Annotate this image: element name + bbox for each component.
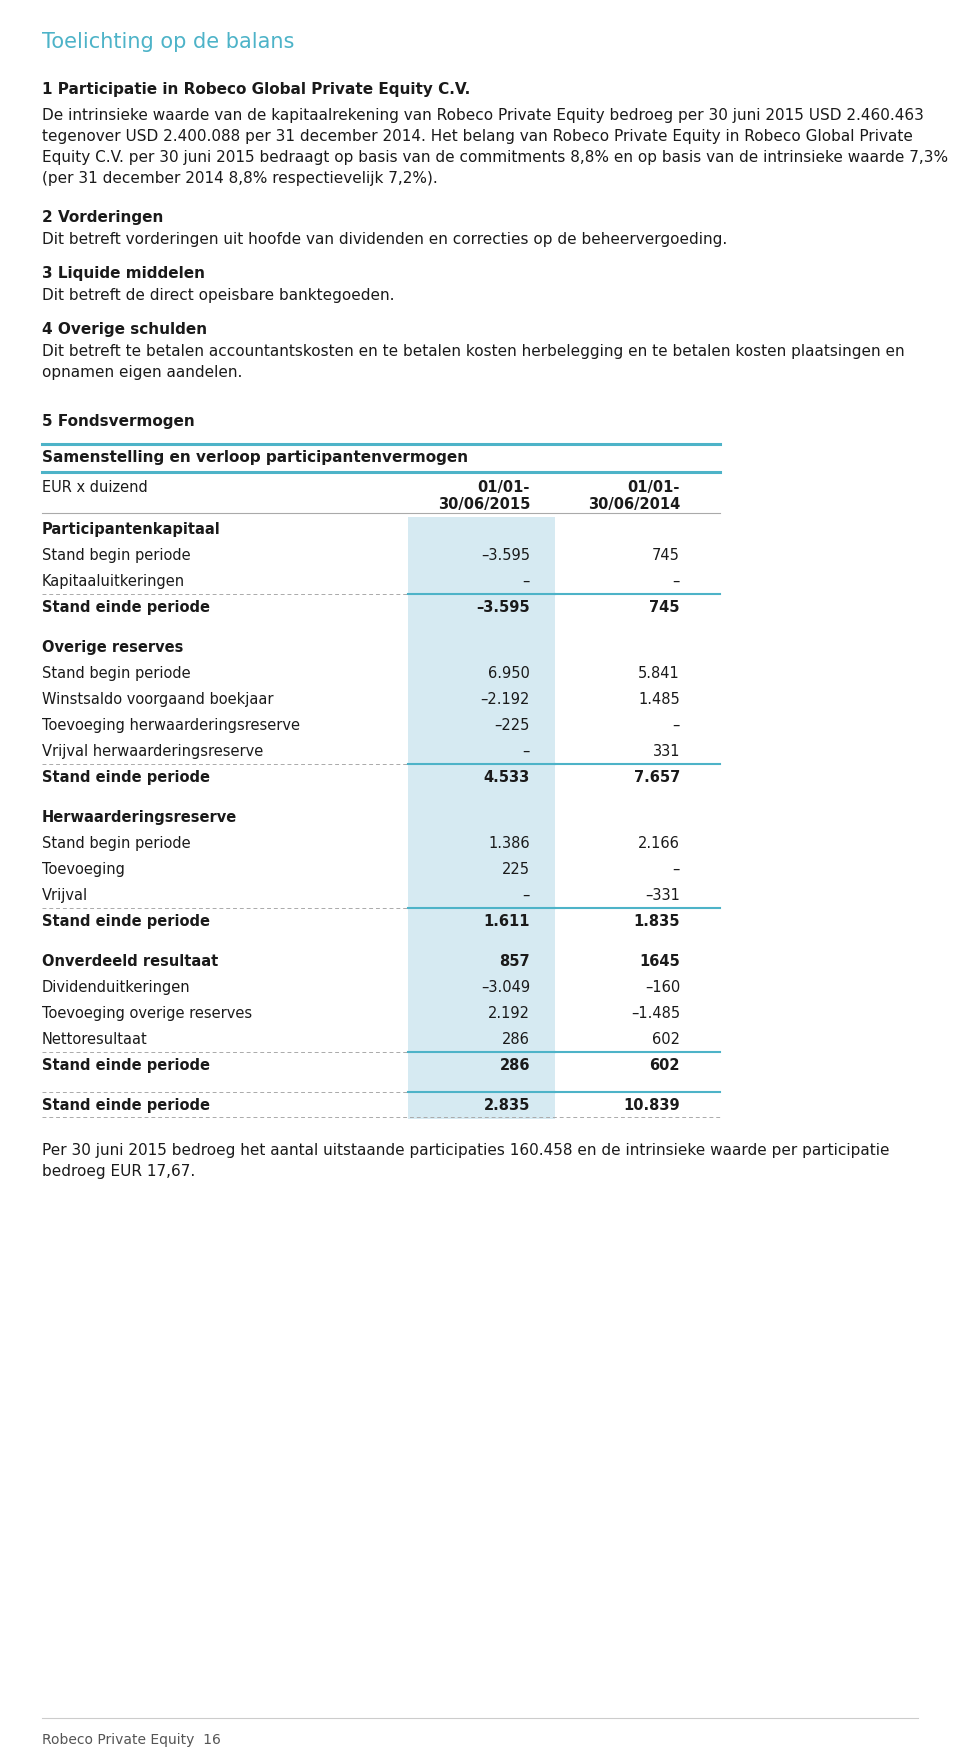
Text: 1645: 1645 — [639, 954, 680, 970]
Text: 286: 286 — [502, 1031, 530, 1047]
Text: EUR x duizend: EUR x duizend — [42, 480, 148, 495]
Text: opnamen eigen aandelen.: opnamen eigen aandelen. — [42, 364, 242, 380]
Text: 602: 602 — [652, 1031, 680, 1047]
Text: 2.192: 2.192 — [488, 1007, 530, 1021]
Text: Stand begin periode: Stand begin periode — [42, 836, 191, 852]
Text: 1.485: 1.485 — [638, 692, 680, 708]
Text: –331: –331 — [645, 889, 680, 903]
Text: 745: 745 — [650, 600, 680, 614]
Text: Vrijval: Vrijval — [42, 889, 88, 903]
Bar — [408, 517, 555, 1119]
Text: –3.049: –3.049 — [481, 980, 530, 994]
Text: 3 Liquide middelen: 3 Liquide middelen — [42, 266, 205, 282]
Text: –1.485: –1.485 — [631, 1007, 680, 1021]
Text: 4 Overige schulden: 4 Overige schulden — [42, 322, 207, 336]
Text: Winstsaldo voorgaand boekjaar: Winstsaldo voorgaand boekjaar — [42, 692, 274, 708]
Text: 857: 857 — [499, 954, 530, 970]
Text: Equity C.V. per 30 juni 2015 bedraagt op basis van de commitments 8,8% en op bas: Equity C.V. per 30 juni 2015 bedraagt op… — [42, 150, 948, 165]
Text: 2 Vorderingen: 2 Vorderingen — [42, 209, 163, 225]
Text: Dit betreft vorderingen uit hoofde van dividenden en correcties op de beheerverg: Dit betreft vorderingen uit hoofde van d… — [42, 232, 728, 246]
Text: –3.595: –3.595 — [481, 547, 530, 563]
Text: Herwaarderingsreserve: Herwaarderingsreserve — [42, 810, 237, 825]
Text: –: – — [522, 744, 530, 759]
Text: 286: 286 — [499, 1058, 530, 1074]
Text: Stand begin periode: Stand begin periode — [42, 547, 191, 563]
Text: 331: 331 — [653, 744, 680, 759]
Text: Vrijval herwaarderingsreserve: Vrijval herwaarderingsreserve — [42, 744, 263, 759]
Text: 6.950: 6.950 — [488, 665, 530, 681]
Text: 4.533: 4.533 — [484, 771, 530, 785]
Text: –225: –225 — [494, 718, 530, 732]
Text: Dit betreft de direct opeisbare banktegoeden.: Dit betreft de direct opeisbare banktego… — [42, 289, 395, 303]
Text: 1.835: 1.835 — [634, 913, 680, 929]
Text: tegenover USD 2.400.088 per 31 december 2014. Het belang van Robeco Private Equi: tegenover USD 2.400.088 per 31 december … — [42, 128, 913, 144]
Text: 2.835: 2.835 — [484, 1098, 530, 1112]
Text: 01/01-: 01/01- — [478, 480, 530, 495]
Text: 745: 745 — [652, 547, 680, 563]
Text: Overige reserves: Overige reserves — [42, 641, 183, 655]
Text: –: – — [673, 862, 680, 876]
Text: De intrinsieke waarde van de kapitaalrekening van Robeco Private Equity bedroeg : De intrinsieke waarde van de kapitaalrek… — [42, 107, 924, 123]
Text: Nettoresultaat: Nettoresultaat — [42, 1031, 148, 1047]
Text: Stand einde periode: Stand einde periode — [42, 913, 210, 929]
Text: Dit betreft te betalen accountantskosten en te betalen kosten herbelegging en te: Dit betreft te betalen accountantskosten… — [42, 343, 904, 359]
Text: –: – — [673, 718, 680, 732]
Text: Toevoeging overige reserves: Toevoeging overige reserves — [42, 1007, 252, 1021]
Text: Stand einde periode: Stand einde periode — [42, 771, 210, 785]
Text: Robeco Private Equity  16: Robeco Private Equity 16 — [42, 1734, 221, 1748]
Text: (per 31 december 2014 8,8% respectievelijk 7,2%).: (per 31 december 2014 8,8% respectieveli… — [42, 171, 438, 187]
Text: Per 30 juni 2015 bedroeg het aantal uitstaande participaties 160.458 en de intri: Per 30 juni 2015 bedroeg het aantal uits… — [42, 1142, 890, 1158]
Text: –2.192: –2.192 — [481, 692, 530, 708]
Text: –: – — [522, 574, 530, 590]
Text: Toevoeging: Toevoeging — [42, 862, 125, 876]
Text: –3.595: –3.595 — [476, 600, 530, 614]
Text: Participantenkapitaal: Participantenkapitaal — [42, 523, 221, 537]
Text: Onverdeeld resultaat: Onverdeeld resultaat — [42, 954, 218, 970]
Text: Stand einde periode: Stand einde periode — [42, 600, 210, 614]
Text: Stand einde periode: Stand einde periode — [42, 1098, 210, 1112]
Text: Kapitaaluitkeringen: Kapitaaluitkeringen — [42, 574, 185, 590]
Text: 5 Fondsvermogen: 5 Fondsvermogen — [42, 414, 195, 429]
Text: bedroeg EUR 17,67.: bedroeg EUR 17,67. — [42, 1163, 195, 1179]
Text: Samenstelling en verloop participantenvermogen: Samenstelling en verloop participantenve… — [42, 451, 468, 465]
Text: –: – — [673, 574, 680, 590]
Text: 10.839: 10.839 — [623, 1098, 680, 1112]
Text: –160: –160 — [645, 980, 680, 994]
Text: 1.386: 1.386 — [489, 836, 530, 852]
Text: Stand begin periode: Stand begin periode — [42, 665, 191, 681]
Text: –: – — [522, 889, 530, 903]
Text: Toevoeging herwaarderingsreserve: Toevoeging herwaarderingsreserve — [42, 718, 300, 732]
Text: 1.611: 1.611 — [484, 913, 530, 929]
Text: 602: 602 — [650, 1058, 680, 1074]
Text: Stand einde periode: Stand einde periode — [42, 1058, 210, 1074]
Text: 30/06/2015: 30/06/2015 — [438, 496, 530, 512]
Text: Toelichting op de balans: Toelichting op de balans — [42, 32, 295, 53]
Text: 1 Participatie in Robeco Global Private Equity C.V.: 1 Participatie in Robeco Global Private … — [42, 83, 470, 97]
Text: 01/01-: 01/01- — [628, 480, 680, 495]
Text: Dividenduitkeringen: Dividenduitkeringen — [42, 980, 191, 994]
Text: 2.166: 2.166 — [638, 836, 680, 852]
Text: 5.841: 5.841 — [638, 665, 680, 681]
Text: 7.657: 7.657 — [634, 771, 680, 785]
Text: 30/06/2014: 30/06/2014 — [588, 496, 680, 512]
Text: 225: 225 — [502, 862, 530, 876]
